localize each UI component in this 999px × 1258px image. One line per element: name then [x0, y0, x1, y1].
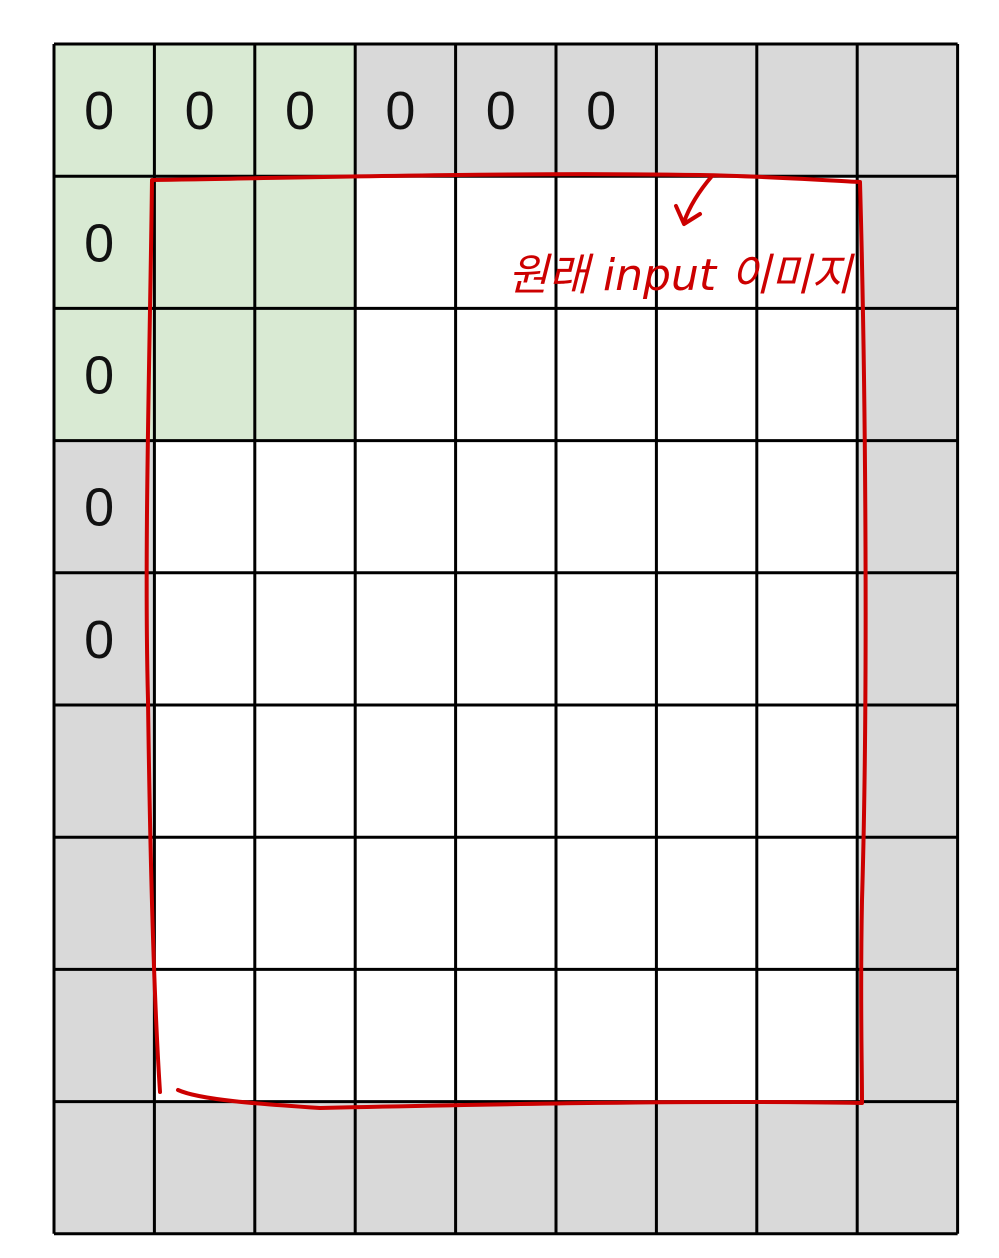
- grid-cells: [54, 44, 958, 1234]
- zero-labels: 0 0 0 0 0 0 0 0 0 0: [84, 81, 616, 670]
- grid-cell: [857, 440, 958, 573]
- grid-lines: [52, 42, 960, 1236]
- grid-cell: [455, 837, 556, 970]
- grid-cell: [756, 969, 858, 1102]
- grid-cell: [556, 969, 657, 1102]
- grid-cell: [355, 440, 456, 573]
- zero-label: 0: [84, 346, 114, 406]
- grid-cell: [656, 308, 757, 441]
- grid-cell: [54, 1101, 155, 1234]
- grid-cell: [556, 837, 657, 970]
- grid-cell: [254, 837, 356, 970]
- grid-cell: [254, 969, 356, 1102]
- grid-cell: [455, 176, 556, 309]
- grid-cell: [254, 44, 356, 177]
- grid-cell: [254, 1101, 356, 1234]
- grid-cell: [54, 176, 155, 309]
- zero-label: 0: [586, 81, 616, 141]
- zero-label: 0: [185, 81, 215, 141]
- grid-cell: [254, 705, 356, 838]
- grid-cell: [857, 969, 958, 1102]
- grid-cell: [756, 572, 858, 705]
- grid-cell: [355, 705, 456, 838]
- grid-cell: [154, 969, 255, 1102]
- grid-cell: [54, 308, 155, 441]
- grid-cell: [756, 705, 858, 838]
- zero-label: 0: [84, 81, 114, 141]
- grid-cell: [154, 1101, 255, 1234]
- grid-cell: [756, 440, 858, 573]
- grid-cell: [254, 176, 356, 309]
- grid-cell: [556, 705, 657, 838]
- grid-cell: [656, 572, 757, 705]
- grid-cell: [254, 572, 356, 705]
- zero-label: 0: [285, 81, 315, 141]
- grid-cell: [355, 308, 456, 441]
- grid-cell: [556, 44, 657, 177]
- grid-cell: [857, 44, 958, 177]
- grid-cell: [355, 969, 456, 1102]
- grid-cell: [455, 308, 556, 441]
- input-region-outline: [144, 172, 868, 1110]
- grid-cell: [254, 308, 356, 441]
- grid-cell: [54, 837, 155, 970]
- grid-cell: [656, 440, 757, 573]
- grid-cell: [656, 44, 757, 177]
- grid-cell: [756, 837, 858, 970]
- grid-cell: [355, 572, 456, 705]
- grid-cell: [857, 705, 958, 838]
- grid-cell: [154, 705, 255, 838]
- grid-cell: [455, 705, 556, 838]
- grid-cell: [756, 44, 858, 177]
- grid-cell: [254, 440, 356, 573]
- grid-cell: [154, 572, 255, 705]
- grid-cell: [54, 44, 155, 177]
- zero-label: 0: [84, 213, 114, 273]
- grid-cell: [455, 440, 556, 573]
- grid-cell: [154, 308, 255, 441]
- grid-cell: [455, 1101, 556, 1234]
- grid-cell: [54, 705, 155, 838]
- grid-cell: [556, 308, 657, 441]
- grid-cell: [857, 837, 958, 970]
- grid-cell: [656, 969, 757, 1102]
- grid-cell: [54, 572, 155, 705]
- zero-label: 0: [84, 478, 114, 538]
- grid-cell: [355, 1101, 456, 1234]
- grid-cell: [556, 176, 657, 309]
- grid-cell: [656, 176, 757, 309]
- grid-cell: [756, 308, 858, 441]
- grid-cell: [656, 705, 757, 838]
- grid-cell: [857, 176, 958, 309]
- grid-cell: [756, 1101, 858, 1234]
- annotation-label: 원래 input 이미지: [508, 250, 855, 301]
- grid-cell: [455, 572, 556, 705]
- grid-cell: [54, 969, 155, 1102]
- zero-label: 0: [486, 81, 516, 141]
- annotation-arrow-icon: [674, 174, 714, 226]
- grid-cell: [355, 44, 456, 177]
- zero-label: 0: [84, 610, 114, 670]
- zero-label: 0: [385, 81, 415, 141]
- grid-cell: [857, 572, 958, 705]
- grid-cell: [556, 1101, 657, 1234]
- grid-cell: [355, 176, 456, 309]
- grid-cell: [154, 837, 255, 970]
- grid-cell: [556, 440, 657, 573]
- grid-cell: [455, 969, 556, 1102]
- grid-cell: [656, 1101, 757, 1234]
- grid-cell: [154, 176, 255, 309]
- grid-cell: [756, 176, 858, 309]
- grid-cell: [154, 44, 255, 177]
- grid-cell: [656, 837, 757, 970]
- grid-cell: [355, 837, 456, 970]
- grid-cell: [857, 1101, 958, 1234]
- grid-cell: [154, 440, 255, 573]
- grid-cell: [455, 44, 556, 177]
- grid-cell: [857, 308, 958, 441]
- grid-cell: [556, 572, 657, 705]
- grid-cell: [54, 440, 155, 573]
